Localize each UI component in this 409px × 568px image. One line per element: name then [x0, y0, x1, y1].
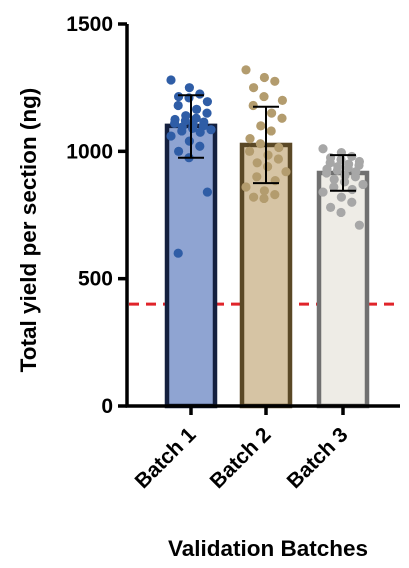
data-point	[195, 89, 205, 99]
data-point	[263, 150, 273, 160]
bar-1	[164, 123, 218, 409]
data-point	[347, 184, 357, 195]
y-tick-label: 1500	[66, 13, 113, 36]
error-bars-layer	[178, 94, 356, 192]
data-point	[256, 121, 266, 131]
data-point	[255, 139, 265, 149]
data-point	[340, 177, 350, 187]
data-point	[274, 142, 284, 153]
x-tick-label: Batch 1	[131, 423, 201, 493]
data-point	[266, 126, 276, 136]
data-point	[241, 182, 251, 192]
data-point	[249, 192, 259, 202]
data-point	[184, 83, 194, 93]
data-point	[263, 162, 273, 172]
data-point	[322, 168, 332, 178]
x-ticks: Batch 1 Batch 2 Batch 3	[131, 406, 353, 493]
y-tick-label: 1000	[66, 140, 113, 163]
data-point	[277, 95, 287, 105]
data-point	[166, 75, 176, 85]
data-point	[259, 72, 269, 83]
data-point	[177, 126, 187, 136]
data-point	[350, 172, 360, 182]
data-point	[173, 100, 183, 111]
error-bar-1	[178, 94, 204, 159]
data-point	[273, 154, 283, 164]
data-point	[195, 141, 205, 151]
data-point	[195, 127, 205, 137]
data-point	[354, 220, 364, 230]
data-point	[329, 174, 339, 184]
data-point	[202, 187, 212, 197]
data-point	[241, 65, 251, 75]
data-point	[326, 202, 336, 212]
data-point	[270, 190, 280, 200]
axes-layer	[125, 24, 400, 408]
data-point	[173, 248, 183, 258]
data-point	[318, 144, 328, 154]
data-point	[332, 165, 342, 176]
x-tick-label: Batch 3	[283, 423, 353, 493]
data-point	[252, 172, 262, 182]
y-axis-title: Total yield per section (ng)	[16, 88, 41, 373]
y-tick-label: 500	[78, 268, 113, 291]
data-point	[192, 104, 202, 114]
data-point	[174, 146, 184, 156]
data-point	[252, 158, 262, 168]
data-point	[347, 197, 357, 207]
data-point	[202, 97, 212, 107]
data-point	[184, 136, 194, 146]
data-point	[206, 125, 216, 135]
data-point	[329, 182, 339, 192]
data-point	[202, 108, 212, 118]
data-point	[358, 179, 368, 190]
data-point	[318, 187, 328, 197]
x-axis-title: Validation Batches	[168, 536, 368, 561]
data-point	[249, 83, 259, 93]
y-tick-label: 0	[101, 395, 113, 418]
data-point	[174, 91, 184, 102]
error-bar-3	[330, 154, 356, 192]
error-bar-2	[253, 105, 279, 185]
data-point	[245, 134, 255, 144]
data-point	[336, 192, 346, 202]
data-point	[248, 100, 258, 111]
data-point	[245, 146, 255, 156]
data-point	[166, 131, 176, 141]
x-tick-label: Batch 2	[206, 423, 276, 493]
data-point	[277, 113, 287, 123]
data-point	[259, 91, 269, 102]
data-point	[259, 193, 269, 204]
data-point	[336, 207, 346, 218]
data-point	[267, 108, 277, 118]
data-point	[281, 167, 291, 177]
data-point	[343, 163, 353, 173]
y-ticks: 0 500 1000 1500	[66, 13, 127, 418]
data-point	[347, 151, 357, 162]
data-point	[270, 76, 280, 86]
data-point	[170, 118, 180, 128]
data-point	[259, 186, 269, 196]
